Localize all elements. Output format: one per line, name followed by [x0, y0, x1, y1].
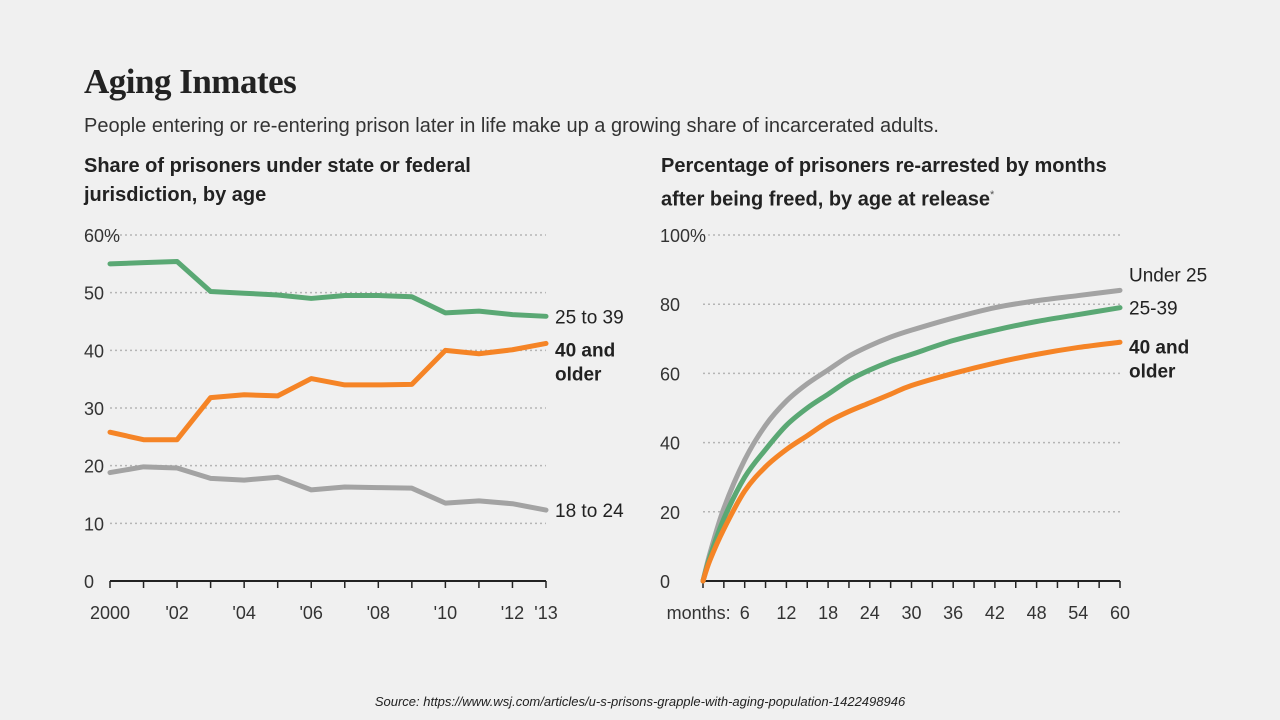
left-chart-title-line-1: Share of prisoners under state or federa…	[84, 155, 471, 177]
x-tick-label: '02	[165, 603, 188, 623]
series-label-line: older	[1129, 361, 1176, 382]
x-tick-label: '08	[367, 603, 390, 623]
right-chart-title-line-2: after being freed, by age at release*	[661, 181, 1181, 215]
right-line-chart: 0 20 40 60 80 100% 6 12 18 24 30 36 42 48 54 60 months: U…	[660, 226, 1207, 623]
series-label-line: 25 to 39	[555, 307, 624, 328]
series-line-25-to-39	[107, 259, 549, 319]
series-label-line: 18 to 24	[555, 501, 624, 522]
series-line-40-and-older	[107, 340, 549, 443]
y-tick-label: 0	[660, 572, 670, 592]
series-label-25-to-39: 25 to 39	[555, 307, 624, 328]
x-tick-label: 42	[985, 603, 1005, 623]
y-tick-label: 0	[84, 572, 94, 592]
y-tick-label: 100%	[660, 226, 706, 246]
right-chart-title: Percentage of prisoners re-arrested by m…	[661, 152, 1181, 215]
left-chart-title: Share of prisoners under state or federa…	[84, 152, 604, 210]
series-label-18-to-24: 18 to 24	[555, 501, 624, 522]
series-label-40-and-older: 40 and older	[555, 340, 615, 385]
page-title: Aging Inmates	[84, 62, 297, 101]
x-tick-label: 6	[740, 603, 750, 623]
series-label-40-and-older: 40 and older	[1129, 337, 1189, 382]
y-tick-label: 30	[84, 399, 104, 419]
x-tick-label: '04	[232, 603, 255, 623]
series-line-25-39	[700, 305, 1123, 584]
x-tick-label: 12	[776, 603, 796, 623]
x-tick-label: 18	[818, 603, 838, 623]
source-note: Source: https://www.wsj.com/articles/u-s…	[374, 694, 906, 709]
series-line-40-and-older	[700, 339, 1123, 584]
footnote-asterisk: *	[990, 189, 995, 201]
x-tick-label: 36	[943, 603, 963, 623]
y-tick-label: 50	[84, 284, 104, 304]
series-label-line: 40 and	[1129, 337, 1189, 358]
right-chart-title-line-1: Percentage of prisoners re-arrested by m…	[661, 155, 1107, 177]
y-tick-label: 10	[84, 514, 104, 534]
series-label-line: Under 25	[1129, 265, 1207, 286]
series-label-line: 40 and	[555, 340, 615, 361]
x-tick-label: 2000	[90, 603, 130, 623]
x-tick-label: 60	[1110, 603, 1130, 623]
y-tick-label: 40	[84, 341, 104, 361]
x-tick-label: 24	[860, 603, 880, 623]
y-tick-label: 40	[660, 434, 680, 454]
left-line-chart: 0 10 20 30 40 50 60% 2000 '02 '04 '06 '08 '10 '12 '13 2…	[84, 226, 624, 623]
series-line-under-25	[700, 287, 1123, 584]
x-tick-label: 54	[1068, 603, 1088, 623]
x-axis-prefix-label: months:	[667, 603, 731, 623]
y-tick-label: 20	[660, 503, 680, 523]
left-chart-title-line-2: jurisdiction, by age	[84, 184, 267, 206]
right-chart-title-line-2-text: after being freed, by age at release	[661, 188, 991, 211]
x-tick-label: '13	[534, 603, 557, 623]
series-line-18-to-24	[107, 464, 549, 513]
y-tick-label: 60	[660, 364, 680, 384]
x-tick-label: '12	[501, 603, 524, 623]
x-tick-label: '10	[434, 603, 457, 623]
x-tick-label: '06	[299, 603, 322, 623]
page-subtitle: People entering or re-entering prison la…	[84, 115, 939, 137]
x-tick-label: 48	[1027, 603, 1047, 623]
y-tick-label: 80	[660, 295, 680, 315]
series-label-25-39: 25-39	[1129, 299, 1178, 320]
series-label-line: 25-39	[1129, 299, 1178, 320]
x-tick-label: 30	[901, 603, 921, 623]
series-label-under-25: Under 25	[1129, 265, 1207, 286]
y-tick-label: 60%	[84, 226, 120, 246]
y-tick-label: 20	[84, 457, 104, 477]
series-label-line: older	[555, 364, 602, 385]
